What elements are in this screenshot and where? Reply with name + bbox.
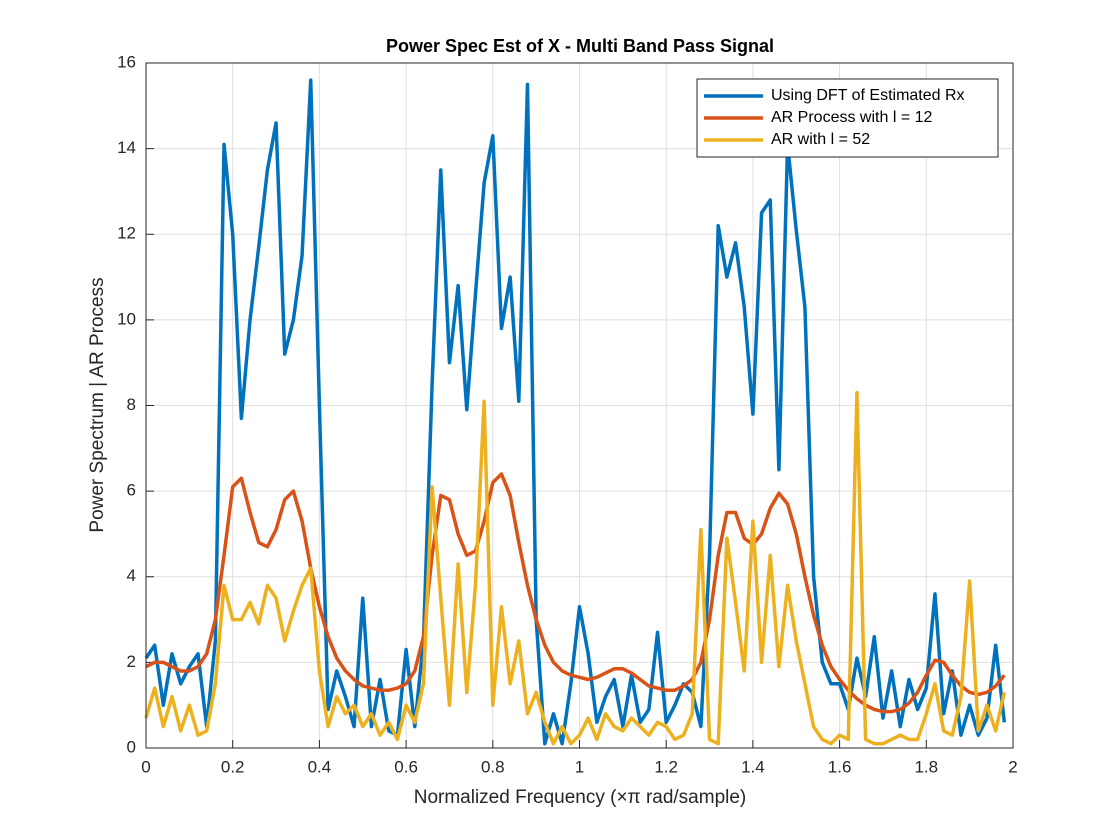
y-tick-label: 10 <box>117 309 136 328</box>
axes-box <box>145 62 1014 749</box>
x-tick-label: 1 <box>575 757 584 776</box>
data-line <box>144 78 1007 746</box>
x-axis-label: Normalized Frequency (×π rad/sample) <box>414 787 747 808</box>
x-tick-label: 0.4 <box>308 757 332 776</box>
x-tick-label: 0.6 <box>394 757 418 776</box>
data-line <box>145 472 1006 714</box>
y-tick-label: 4 <box>127 566 136 585</box>
y-tick-label: 12 <box>117 224 136 243</box>
x-tick-label: 0 <box>141 757 150 776</box>
y-tick-label: 0 <box>127 737 136 756</box>
x-tick-label: 0.2 <box>221 757 245 776</box>
x-tick-label: 0.8 <box>481 757 505 776</box>
y-tick-label: 2 <box>127 652 136 671</box>
legend-label: AR Process with l = 12 <box>771 109 933 126</box>
y-tick-label: 16 <box>117 52 136 71</box>
x-tick-label: 1.6 <box>828 757 852 776</box>
x-tick-label: 2 <box>1008 757 1017 776</box>
y-axis-label: Power Spectrum | AR Process <box>87 277 108 532</box>
x-tick-label: 1.2 <box>654 757 678 776</box>
legend-label: Using DFT of Estimated Rx <box>771 87 965 104</box>
x-tick-label: 1.4 <box>741 757 765 776</box>
x-tick-label: 1.8 <box>914 757 938 776</box>
y-tick-label: 14 <box>117 138 136 157</box>
y-tick-label: 8 <box>127 395 136 414</box>
y-tick-label: 6 <box>127 481 136 500</box>
data-line <box>144 390 1007 746</box>
chart-title: Power Spec Est of X - Multi Band Pass Si… <box>386 36 774 56</box>
legend-label: AR with l = 52 <box>771 131 870 148</box>
